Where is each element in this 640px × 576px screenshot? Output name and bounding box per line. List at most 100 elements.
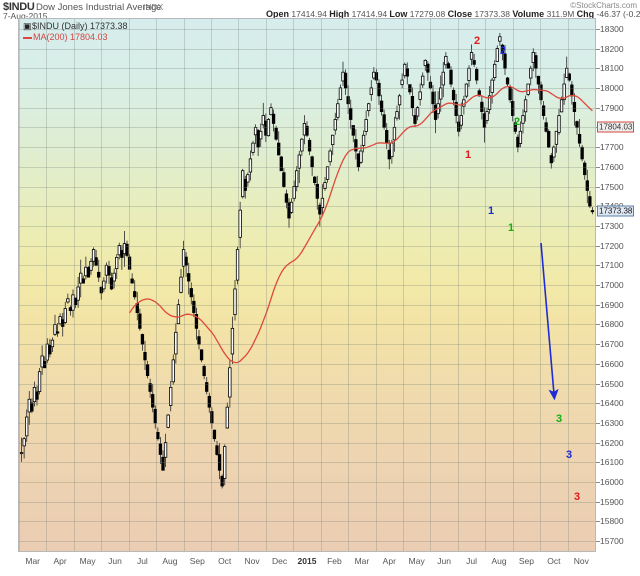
y-axis-label: 17700 <box>600 142 624 153</box>
x-axis-label: Sep <box>518 556 534 566</box>
symbol-description: Dow Jones Industrial Average <box>36 2 162 13</box>
wave-label-3-g: 3 <box>556 413 563 425</box>
y-axis-tick <box>596 245 600 247</box>
gridline-horizontal <box>19 206 595 208</box>
y-axis-label: 16400 <box>600 398 624 409</box>
x-axis-label: Oct <box>547 556 561 566</box>
gridline-horizontal <box>19 442 595 444</box>
symbol-ticker: $INDU <box>3 1 35 13</box>
gridline-horizontal <box>19 482 595 483</box>
gridline-horizontal <box>19 403 595 405</box>
price-plot-area[interactable]: ▣$INDU (Daily) 17373.38 MA(200) 17804.03 <box>18 18 596 552</box>
y-axis-tick <box>596 68 600 70</box>
y-axis-tick <box>596 501 600 503</box>
y-axis-label: 16000 <box>600 477 624 487</box>
y-axis-label: 16600 <box>600 358 624 369</box>
x-axis-label: Jun <box>437 556 451 566</box>
legend-series-row: ▣$INDU (Daily) 17373.38 <box>23 21 128 32</box>
y-axis-tick <box>596 403 600 405</box>
x-axis-label: Mar <box>354 556 370 566</box>
y-axis-label: 17300 <box>600 220 624 231</box>
open-label: Open <box>266 9 290 19</box>
legend-ma-row: MA(200) 17804.03 <box>23 32 128 43</box>
x-axis-label: Feb <box>327 556 342 566</box>
open-value: 17414.94 <box>291 9 327 19</box>
x-axis-label: Jul <box>466 556 478 566</box>
gridline-horizontal <box>19 147 595 149</box>
gridline-vertical <box>375 19 377 551</box>
gridline-horizontal <box>19 88 595 89</box>
wave-label-1-b: 1 <box>488 205 495 217</box>
y-axis-label: 17000 <box>600 280 624 290</box>
y-axis-tick <box>596 324 600 326</box>
y-axis-tick <box>596 304 600 306</box>
y-axis-label: 15700 <box>600 536 624 547</box>
x-axis-label: May <box>408 556 425 566</box>
ohlc-quote-bar: Open 17414.94 High 17414.94 Low 17279.08… <box>266 9 640 19</box>
x-axis-label: Sep <box>189 556 205 566</box>
y-axis-tick <box>596 383 600 385</box>
wave-label-2-g: 2 <box>514 116 521 128</box>
wave-label-2-r: 2 <box>474 35 481 47</box>
gridline-vertical <box>183 19 185 551</box>
last-price-tag: 17373.38 <box>597 205 635 217</box>
gridline-horizontal <box>19 48 595 50</box>
chart-legend: ▣$INDU (Daily) 17373.38 MA(200) 17804.03 <box>23 21 128 43</box>
gridline-vertical <box>265 19 267 551</box>
y-axis-tick <box>596 482 600 483</box>
gridline-horizontal <box>19 422 595 424</box>
y-axis-label: 17200 <box>600 240 624 251</box>
y-axis-label: 15900 <box>600 496 624 507</box>
gridline-horizontal <box>19 521 595 523</box>
legend-ma-label: MA(200) 17804.03 <box>33 32 108 42</box>
gridline-horizontal <box>19 304 595 306</box>
low-label: Low <box>389 9 408 19</box>
moving-average-200-line <box>129 85 593 364</box>
gridline-horizontal <box>19 265 595 267</box>
ma-price-tag: 17804.03 <box>597 121 635 133</box>
y-axis-tick <box>596 147 600 149</box>
wave-label-1-g: 1 <box>508 222 515 234</box>
close-label: Close <box>447 9 473 19</box>
gridline-horizontal <box>19 127 595 129</box>
y-axis-label: 18300 <box>600 23 624 34</box>
y-axis-label: 16200 <box>600 437 624 448</box>
y-axis-tick <box>596 48 600 50</box>
x-axis-label: Jul <box>136 556 148 566</box>
gridline-horizontal <box>19 363 595 365</box>
y-axis-tick <box>596 265 600 267</box>
gridline-vertical <box>430 19 432 551</box>
y-axis-label: 16800 <box>600 319 624 330</box>
y-axis-tick <box>596 28 600 30</box>
close-value: 17373.38 <box>474 9 510 19</box>
gridline-horizontal <box>19 186 595 188</box>
gridline-vertical <box>128 19 130 551</box>
y-axis-tick <box>596 363 600 365</box>
y-axis-tick <box>596 541 600 543</box>
y-axis-label: 18000 <box>600 83 624 93</box>
y-axis-tick <box>596 107 600 109</box>
volume-value: 311.9M <box>546 9 575 19</box>
y-axis-tick <box>596 442 600 444</box>
gridline-horizontal <box>19 501 595 503</box>
gridline-horizontal <box>19 245 595 247</box>
high-value: 17414.94 <box>351 9 388 19</box>
wave-label-1-r: 1 <box>465 149 472 161</box>
gridline-horizontal <box>19 28 595 30</box>
legend-series-label: $INDU (Daily) 17373.38 <box>32 21 128 31</box>
y-axis-tick <box>596 521 600 523</box>
x-axis-label: Aug <box>162 556 178 566</box>
y-axis-label: 17100 <box>600 260 624 271</box>
x-axis-label: Jun <box>108 556 122 566</box>
y-axis-tick <box>596 422 600 424</box>
y-axis-tick <box>596 166 600 168</box>
wave-label-3-r: 3 <box>574 491 581 503</box>
y-axis-label: 16900 <box>600 299 624 310</box>
gridline-vertical <box>156 19 158 551</box>
wave-label-2-b: 2 <box>500 45 507 57</box>
x-axis-label: Nov <box>244 556 260 566</box>
candlestick-icon: ▣ <box>23 21 32 31</box>
x-axis-label: Apr <box>382 556 396 566</box>
gridline-horizontal <box>19 166 595 168</box>
